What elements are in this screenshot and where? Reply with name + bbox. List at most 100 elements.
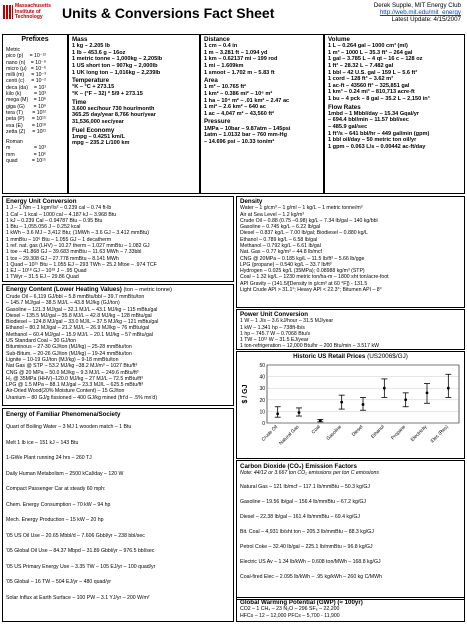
website-link[interactable]: http://web.mit.edu/mit_energy (379, 9, 461, 16)
energy-familiar-line: Compact Passenger Car at steady 60 mph: (6, 486, 106, 493)
prefix-row: exa (E) = 10¹⁸ (6, 123, 46, 129)
prefix-name: micro (μ) (6, 65, 27, 72)
gwp-box: Global Warming Potential (GWP) (≈ 100yr)… (236, 597, 465, 622)
density-line: Crude Oil – 0.88 (0.75 –0.98) kg/L – 7.3… (240, 217, 378, 224)
flow-rates-title: Flow Rates (328, 103, 361, 111)
energy-unit-line: 1 tce – 29.308 GJ – 27.778 mmBtu – 8.141… (6, 255, 119, 262)
y-axis-label: $ / GJ (242, 384, 249, 403)
y-tick-label: 10 (259, 409, 265, 415)
pressure-title: Pressure (204, 118, 231, 126)
area-title: Area (204, 77, 218, 85)
co2-line: Bit. Coal – 4,931 lb/sht ton – 205.3 lb/… (240, 528, 374, 535)
flow-rate-line: 1mbd – 1 Mbbl/day – 15.34 Gqal/yr (328, 110, 420, 117)
y-tick-label: 20 (259, 398, 265, 404)
energy-familiar-line: Solar Influx at Earth Surface – 100 PW –… (6, 594, 150, 601)
distance-line: 1 km – 0.62137 mi – 199 rod (204, 56, 278, 63)
energy-unit-line: 1 Cal – 1 kcal – 1000 cal – 4.187 kJ – 3… (6, 211, 117, 218)
logo-line-2: Institute of (15, 8, 41, 15)
prefix-row: centi (c) = 10⁻² (6, 78, 46, 84)
prefix-exponent: = 10¹ (34, 84, 46, 91)
logo-mark (3, 5, 13, 19)
energy-unit-line: 1 mmBtu – 10⁶ Btu – 1.055 GJ – 1 decathe… (6, 236, 112, 243)
density-line: Coal – 1.32 kg/L – 1230 metric ton/ha-m … (240, 274, 389, 281)
distance-title: Distance (204, 36, 230, 43)
y-tick-label: 50 (259, 363, 265, 369)
time-title: Time (72, 98, 87, 106)
volume-line: 1 bu – 4 pck – 8 gal – 35.2 L – 2,150 in… (328, 95, 430, 102)
prefix-name: tera (T) (6, 109, 24, 116)
x-tick-label: Natural Gas (278, 424, 301, 447)
x-tick-label: Coal (311, 424, 322, 435)
energy-familiar-line: Chem. Energy Consumption – 70 kW – 94 hp (6, 501, 111, 508)
area-line: 1 m² – 10.765 ft² (204, 84, 246, 91)
energy-content-title: Energy Content (Lower Heating Values) (6, 286, 122, 293)
page-title: Units & Conversions Fact Sheet (62, 5, 275, 21)
energy-content-line: Uranium – 80 GJ/g fissioned – 400 GJ/kg … (6, 394, 158, 401)
prefix-row: pico (p) = 10⁻¹² (6, 53, 46, 59)
energy-content-line: Crude Oil – 6,119 GJ/bbl – 5.8 mmBtu/bbl… (6, 294, 145, 300)
volume-box: Volume 1 L – 0.264 gal – 1000 cm³ (ml) 1 … (324, 34, 465, 194)
prefix-row: giga (G) = 10⁹ (6, 104, 46, 110)
energy-unit-line: 1 toe – 41.868 GJ – 39.683 mmBtu – 11.63… (6, 249, 142, 256)
prefix-row: quad = 10¹⁵ (6, 158, 46, 164)
energy-unit-box: Energy Unit Conversion 1 J – 1 Nm – 1 kg… (2, 196, 234, 282)
prefix-name: mm (6, 151, 15, 158)
price-point (446, 386, 450, 390)
prefix-row: zetta (Z) = 10²¹ (6, 129, 46, 135)
area-line: 1 km² – 0.386 mi² – 10⁶ m² (204, 90, 273, 97)
prefix-name: deca (da) (6, 84, 28, 91)
prefix-name: quad (6, 158, 18, 165)
logo-line-1: Massachusetts (15, 3, 51, 9)
mass-box: Mass 1 kg – 2.205 lb 1 lb – 453.6 g – 16o… (68, 34, 200, 194)
distance-line: 1 mi – 1.609km (204, 62, 244, 69)
volume-line: 1 cord – 128 ft³ – 3.62 m³ (328, 76, 393, 83)
logo-line-3: Technology (15, 14, 43, 20)
pressure-line: 1MPa – 10bar – 9.87atm – 145psi (204, 125, 291, 132)
x-tick-label: Electricity (410, 424, 429, 443)
density-line: Diesel – 0.837 kg/L – 7.00 lb/gal; Biodi… (240, 230, 368, 237)
energy-content-line: CNG @ 20 MPa – 50.0 MJ/kg – 9.3 MJ/L – 2… (6, 369, 139, 376)
co2-line: Gasoline – 19.56 lb/gal – 156.4 lb/mmBtu… (240, 498, 367, 505)
prefixes-box: Prefixes Metric pico (p) = 10⁻¹² nano (n) =… (2, 34, 68, 194)
prefix-exponent: = 10⁹ (33, 103, 46, 110)
x-tick-label: Gasoline (325, 424, 343, 442)
prefix-name: peta (P) (6, 116, 25, 123)
author: Derek Supple, MIT Energy Club (373, 2, 461, 9)
prefix-name: pico (p) (6, 53, 24, 60)
density-line: Light Crude API > 31.1°; Heavy API < 22.… (240, 287, 382, 294)
chart-subtitle: (US2006$/GJ) (367, 353, 408, 360)
co2-line: Electric US Av – 1.34 lb/kWh – 0.608 ton… (240, 558, 381, 565)
energy-content-line: Ethanol – 80.2 MJ/gal – 21.2 MJ/L – 26.9… (6, 325, 150, 332)
prefix-name: nano (n) (6, 59, 26, 66)
time-line: 3,600 sec/hour 730 hour/month (72, 105, 155, 112)
density-line: CNG @ 20MPa – 0.185 kg/L – 11.5 lb/ft³ –… (240, 255, 365, 262)
flow-rate-line: 1 gpm – 0.063 L/s – 0.00442 ac-ft/day (328, 143, 426, 150)
power-unit-line: 1 ton-refrigeration – 12,000 Btu/hr – 20… (240, 343, 379, 350)
gwp-line: CO2 – 1 CH₄ – 23 N₂O – 296 SF₆ – 22,200 (240, 606, 340, 613)
pressure-line: – 14.696 psi – 10.33 ton/m² (204, 138, 275, 145)
energy-content-subtitle: (ton – metric tonne) (123, 287, 172, 293)
mass-line: 1 US short ton – 907kg – 2,000lb (72, 62, 158, 69)
distance-line: 1 smoot – 1.702 m – 5.83 ft (204, 69, 275, 76)
y-tick-label: 0 (262, 421, 265, 427)
price-point (318, 419, 322, 423)
prefix-exponent: = 10¹² (32, 109, 46, 116)
density-box: Density Water – 1 g/cm³ – 1 g/ml – 1 kg/… (236, 196, 465, 308)
prefix-name: zetta (Z) (6, 128, 26, 135)
price-point (404, 398, 408, 402)
energy-familiar-box: Energy of Familiar Phenomena/Society Qua… (2, 408, 234, 622)
x-tick-label: Propane (390, 424, 407, 441)
prefix-exponent: = 10⁻¹² (29, 53, 46, 60)
co2-title: Carbon Dioxide (CO₂) Emission Factors (240, 463, 357, 470)
mass-line: 1 UK long ton – 1,016kg – 2,239lb (72, 69, 161, 76)
energy-content-line: Nat Gas @ STP – 53.2 MJ/kg –38.2 MJ/m³ –… (6, 363, 138, 370)
distance-line: 1 m – 3.281 ft – 1.094 yd (204, 49, 268, 56)
prefix-row: m = 10³ (6, 145, 46, 151)
prefix-name: kilo (k) (6, 91, 22, 98)
density-line: Gasoline – 0.745 kg/L – 6.22 lb/gal (240, 224, 320, 231)
distance-box: Distance 1 cm – 0.4 in 1 m – 3.281 ft – 1… (200, 34, 324, 194)
energy-unit-line: 1 TWyr – 31.5 EJ – 29.86 Quad (6, 274, 79, 281)
prefix-exponent: = 10⁶ (33, 97, 46, 104)
energy-familiar-line: Daily Human Metabolism – 2500 kCal/day –… (6, 470, 124, 477)
fuel-economy-line: 1mpg – 0.4251 km/L (72, 133, 125, 140)
